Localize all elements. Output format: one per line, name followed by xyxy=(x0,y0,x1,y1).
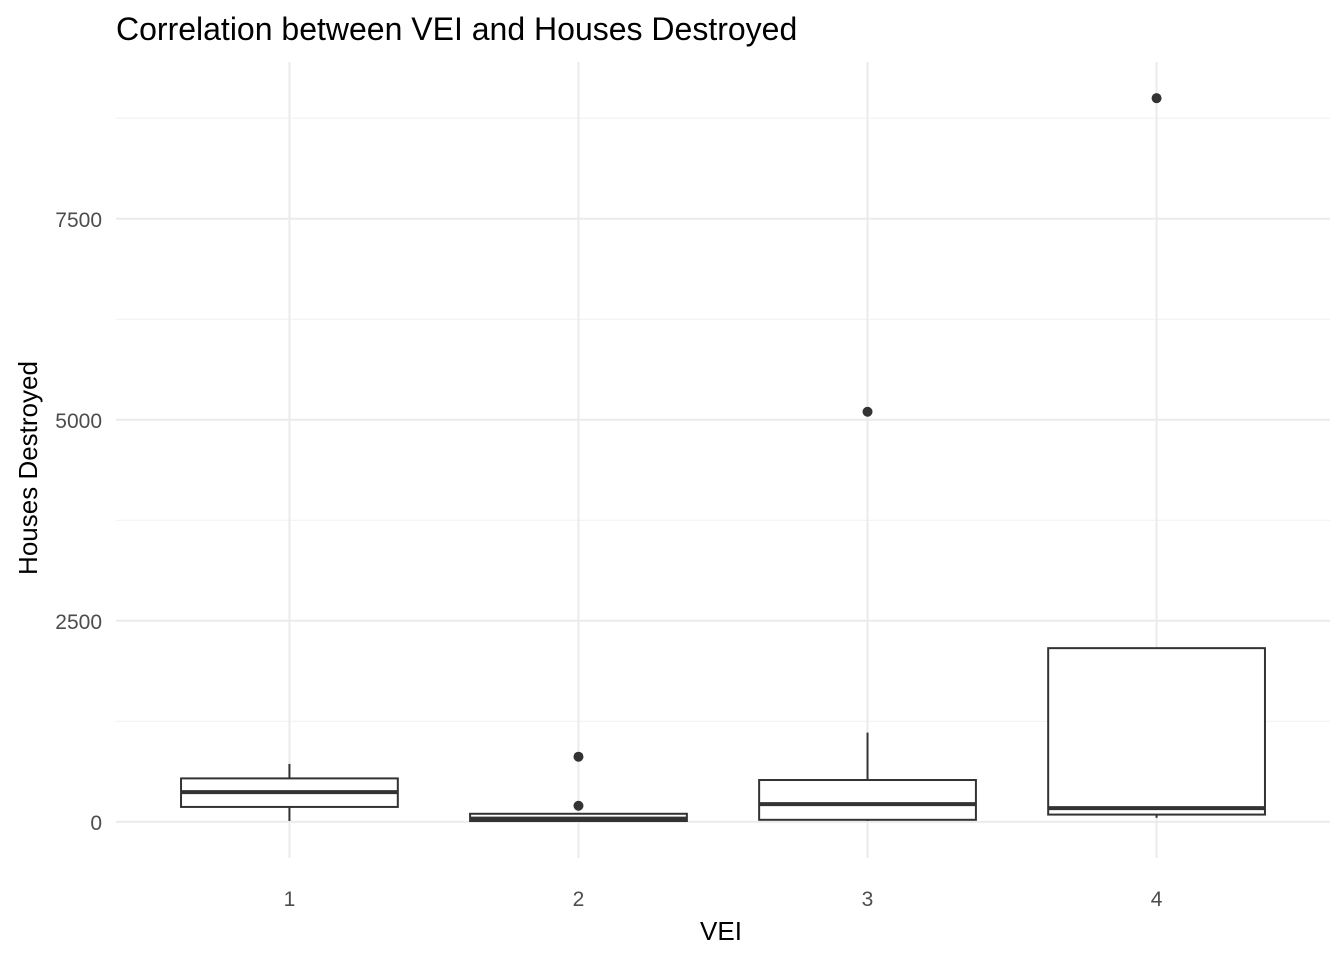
y-tick-label: 5000 xyxy=(55,410,102,433)
box-group-vei-1 xyxy=(180,763,399,822)
y-axis-label: Houses Destroyed xyxy=(13,361,43,575)
box-group-vei-4 xyxy=(1047,93,1266,818)
grid-lines xyxy=(116,62,1330,858)
y-axis-ticks: 0 2500 5000 7500 xyxy=(55,209,102,835)
box-group-vei-3 xyxy=(758,406,977,822)
chart-title: Correlation between VEI and Houses Destr… xyxy=(116,11,797,47)
outlier-point xyxy=(862,406,873,417)
x-axis-ticks: 1 2 3 4 xyxy=(284,888,1163,911)
outlier-point xyxy=(573,800,584,811)
box-iqr xyxy=(758,779,977,821)
outlier-point xyxy=(1151,93,1162,104)
x-tick-label: 4 xyxy=(1151,888,1163,911)
y-tick-label: 2500 xyxy=(55,611,102,634)
y-tick-label: 7500 xyxy=(55,209,102,232)
box-group-vei-2 xyxy=(469,751,688,823)
x-tick-label: 2 xyxy=(573,888,585,911)
x-tick-label: 1 xyxy=(284,888,296,911)
box-series xyxy=(180,93,1266,823)
box-iqr xyxy=(1047,647,1266,816)
outlier-point xyxy=(573,751,584,762)
y-tick-label: 0 xyxy=(90,812,102,835)
x-axis-label: VEI xyxy=(700,916,742,946)
x-tick-label: 3 xyxy=(862,888,874,911)
